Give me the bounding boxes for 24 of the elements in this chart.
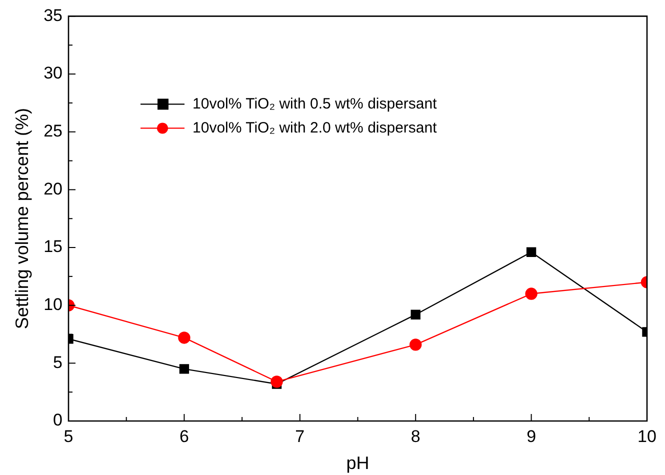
point — [179, 364, 190, 374]
point — [526, 247, 536, 257]
y-tick-label: 15 — [44, 237, 63, 256]
y-tick-label: 35 — [44, 6, 63, 25]
x-tick-label: 8 — [410, 426, 420, 446]
x-axis-title: pH — [346, 453, 370, 474]
y-axis-title: Settling volume percent (%) — [12, 108, 32, 330]
legend-label: 10vol% TiO₂ with 0.5 wt% dispersant — [192, 95, 438, 112]
y-tick-label: 20 — [44, 179, 63, 198]
point — [525, 288, 538, 300]
point — [178, 332, 190, 344]
y-tick-label: 5 — [53, 352, 63, 372]
x-tick-label: 7 — [295, 426, 305, 446]
y-tick-label: 0 — [53, 410, 63, 430]
y-tick-label: 30 — [44, 64, 63, 83]
x-tick-label: 6 — [179, 426, 189, 446]
point — [410, 338, 422, 351]
point — [270, 376, 283, 388]
x-tick-label: 9 — [526, 426, 536, 446]
x-tick-label: 10 — [638, 426, 656, 446]
y-tick-label: 10 — [44, 295, 63, 314]
legend-label: 10vol% TiO₂ with 2.0 wt% dispersant — [192, 119, 438, 136]
point — [410, 310, 420, 320]
y-tick-label: 25 — [44, 122, 63, 141]
